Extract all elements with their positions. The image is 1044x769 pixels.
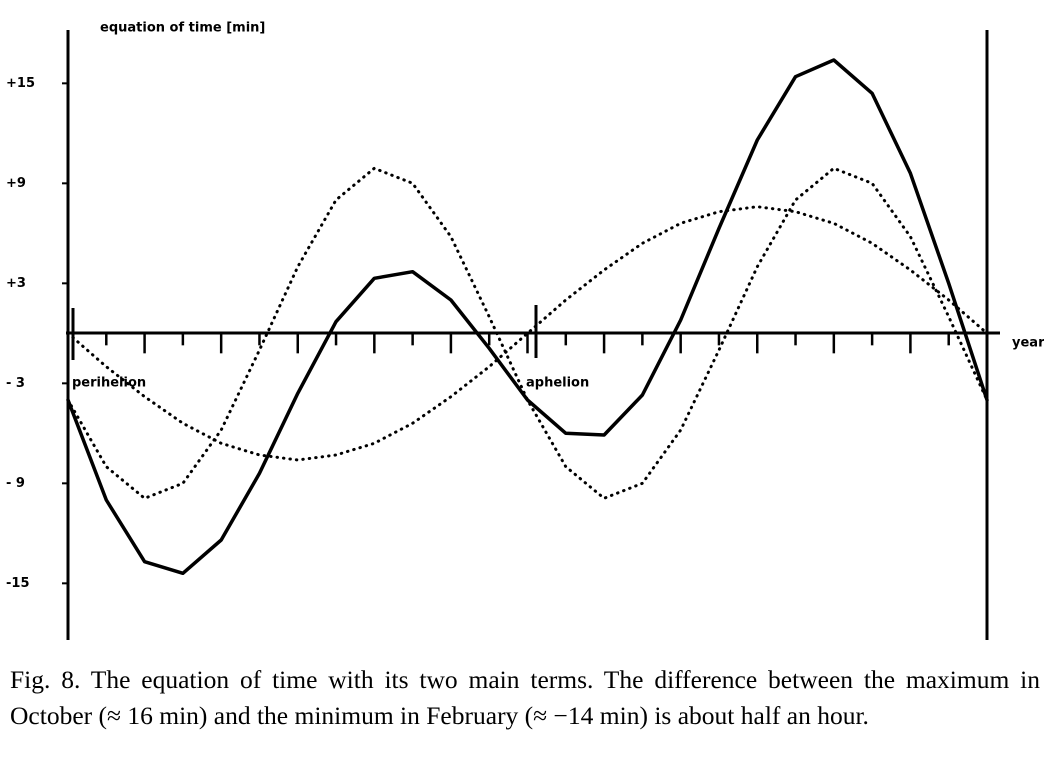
chart: equation of time [min] year perihelion a… (6, 21, 1044, 640)
dotted-line (66, 205, 989, 462)
chart-title: equation of time [min] (100, 21, 265, 36)
annotation: aphelion (526, 376, 589, 391)
y-tick-label: - 9 (6, 476, 25, 491)
y-tick-label: +15 (6, 76, 35, 91)
dotted-line (66, 166, 989, 500)
y-tick-label: +9 (6, 176, 26, 191)
solid-line (66, 58, 989, 576)
y-tick-label: +3 (6, 276, 26, 291)
y-tick-label: - 3 (6, 376, 25, 391)
annotation: perihelion (72, 376, 146, 391)
y-tick-label: -15 (6, 576, 30, 591)
x-axis-label: year (1012, 336, 1044, 351)
caption: Fig. 8. The equation of time with its tw… (10, 665, 1040, 730)
